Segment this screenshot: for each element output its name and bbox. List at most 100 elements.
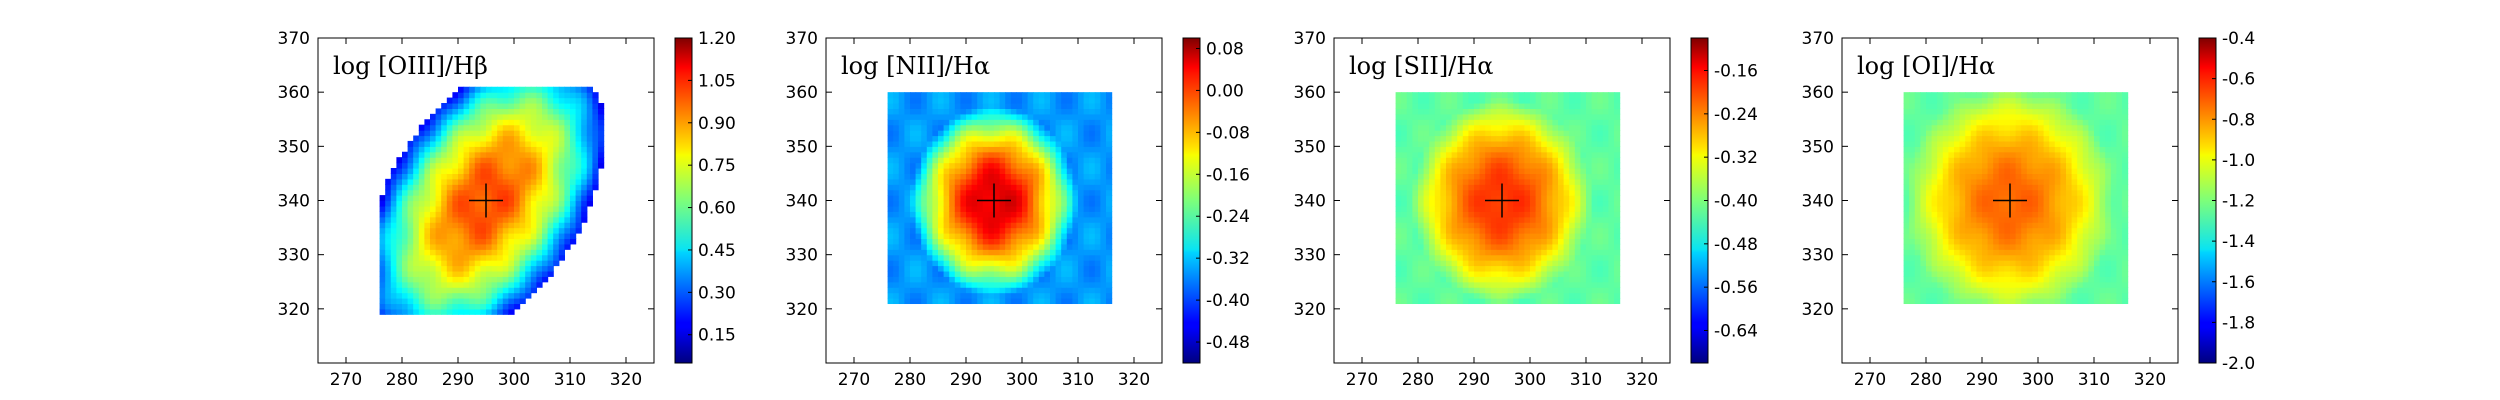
heatmap-cell <box>1395 195 1402 202</box>
heatmap-cell <box>1061 173 1068 180</box>
heatmap-cell <box>943 162 950 169</box>
heatmap-cell <box>1524 124 1531 131</box>
heatmap-cell <box>407 211 414 218</box>
heatmap-cell <box>904 270 911 277</box>
heatmap-cell <box>1507 249 1514 256</box>
heatmap-cell <box>491 108 498 115</box>
heatmap-cell <box>1485 97 1492 104</box>
heatmap-cell <box>558 249 565 256</box>
heatmap-cell <box>1490 130 1497 137</box>
heatmap-cell <box>1552 113 1559 120</box>
heatmap-cell <box>1016 281 1023 288</box>
heatmap-cell <box>1602 249 1609 256</box>
heatmap-cell <box>1591 97 1598 104</box>
heatmap-cell <box>938 249 945 256</box>
heatmap-cell <box>581 157 588 164</box>
heatmap-cell <box>1418 270 1425 277</box>
heatmap-cell <box>1903 200 1910 207</box>
heatmap-cell <box>1937 260 1944 267</box>
heatmap-cell <box>497 97 504 104</box>
heatmap-cell <box>514 265 521 272</box>
heatmap-cell <box>999 195 1006 202</box>
heatmap-cell <box>1022 265 1029 272</box>
heatmap-cell <box>553 243 560 250</box>
heatmap-cell <box>542 86 549 93</box>
heatmap-cell <box>1524 292 1531 299</box>
heatmap-cell <box>508 287 515 294</box>
heatmap-cell <box>1541 113 1548 120</box>
heatmap-cell <box>1072 270 1079 277</box>
heatmap-cell <box>469 151 476 158</box>
heatmap-cell <box>553 254 560 261</box>
heatmap-cell <box>1083 189 1090 196</box>
heatmap-cell <box>921 281 928 288</box>
heatmap-cell <box>1066 227 1073 234</box>
heatmap-cell <box>480 233 487 240</box>
heatmap-cell <box>1044 140 1051 147</box>
heatmap-cell <box>1451 168 1458 175</box>
heatmap-cell <box>988 103 995 110</box>
heatmap-cell <box>1914 92 1921 99</box>
heatmap-cell <box>519 113 526 120</box>
heatmap-cell <box>1574 168 1581 175</box>
heatmap-cell <box>469 168 476 175</box>
heatmap-cell <box>898 298 905 305</box>
heatmap-cell <box>926 189 933 196</box>
heatmap-cell <box>418 238 425 245</box>
heatmap-cell <box>904 287 911 294</box>
heatmap-cell <box>1591 168 1598 175</box>
heatmap-cell <box>1485 92 1492 99</box>
heatmap-cell <box>1920 205 1927 212</box>
heatmap-cell <box>1597 265 1604 272</box>
heatmap-cell <box>1446 92 1453 99</box>
heatmap-cell <box>1401 195 1408 202</box>
heatmap-cell <box>1038 205 1045 212</box>
heatmap-cell <box>1050 227 1057 234</box>
heatmap-cell <box>994 108 1001 115</box>
heatmap-cell <box>1591 298 1598 305</box>
heatmap-cell <box>893 298 900 305</box>
heatmap-cell <box>1580 184 1587 191</box>
heatmap-cell <box>542 189 549 196</box>
heatmap-cell <box>435 298 442 305</box>
heatmap-cell <box>564 243 571 250</box>
heatmap-cell <box>1574 205 1581 212</box>
heatmap-cell <box>474 254 481 261</box>
heatmap-cell <box>1083 270 1090 277</box>
heatmap-cell <box>474 173 481 180</box>
heatmap-cell <box>1479 135 1486 142</box>
heatmap-cell <box>1479 287 1486 294</box>
heatmap-cell <box>898 292 905 299</box>
heatmap-cell <box>1914 216 1921 223</box>
heatmap-cell <box>1931 119 1938 126</box>
heatmap-cell <box>1535 97 1542 104</box>
heatmap-cell <box>1061 113 1068 120</box>
heatmap-cell <box>904 151 911 158</box>
heatmap-cell <box>1914 281 1921 288</box>
heatmap-cell <box>474 227 481 234</box>
heatmap-cell <box>491 135 498 142</box>
heatmap-cell <box>1474 130 1481 137</box>
heatmap-cell <box>491 222 498 229</box>
heatmap-cell <box>508 254 515 261</box>
heatmap-cell <box>988 205 995 212</box>
heatmap-cell <box>910 216 917 223</box>
heatmap-cell <box>402 265 409 272</box>
heatmap-cell <box>904 298 911 305</box>
heatmap-cell <box>994 281 1001 288</box>
heatmap-cell <box>1602 146 1609 153</box>
heatmap-cell <box>1541 243 1548 250</box>
heatmap-cell <box>1926 173 1933 180</box>
heatmap-cell <box>418 157 425 164</box>
heatmap-cell <box>1496 298 1503 305</box>
heatmap-cell <box>898 189 905 196</box>
heatmap-cell <box>1580 135 1587 142</box>
heatmap-cell <box>1401 173 1408 180</box>
heatmap-cell <box>1038 243 1045 250</box>
heatmap-cell <box>547 249 554 256</box>
heatmap-cell <box>1474 140 1481 147</box>
heatmap-cell <box>430 249 437 256</box>
heatmap-cell <box>570 103 577 110</box>
heatmap-cell <box>1586 270 1593 277</box>
heatmap-cell <box>1089 157 1096 164</box>
